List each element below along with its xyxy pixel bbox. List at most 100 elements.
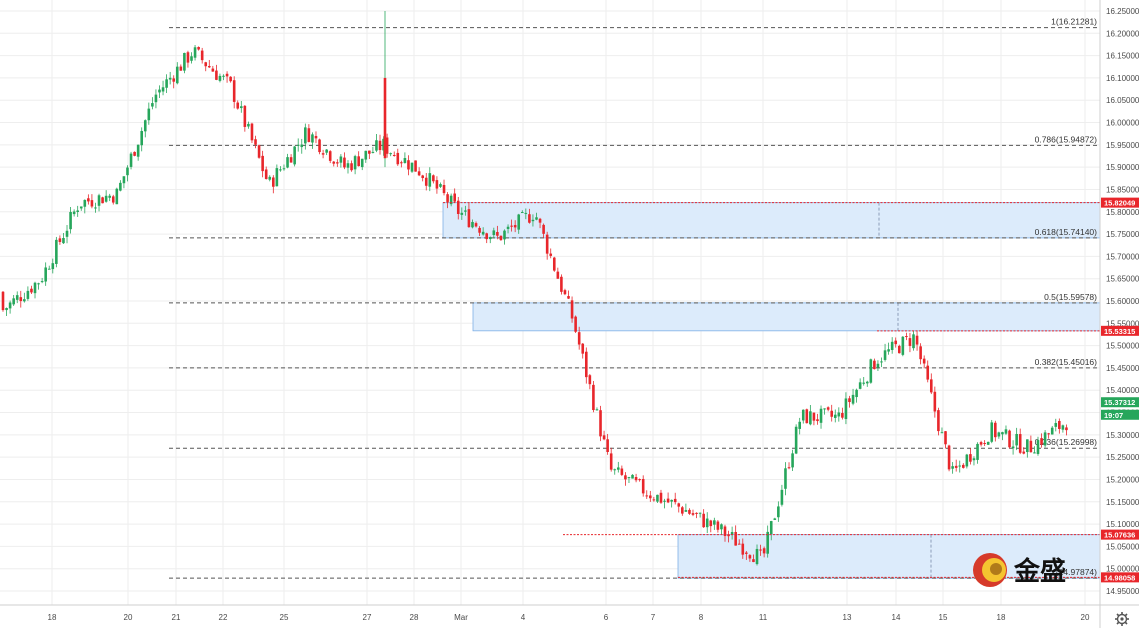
candle-body — [94, 207, 97, 209]
candle-body — [1011, 446, 1015, 449]
candle-body — [346, 163, 350, 168]
y-tick-label: 15.90000 — [1106, 163, 1139, 172]
price-tag-label: 15.37312 — [1104, 398, 1135, 407]
candle-body — [414, 160, 417, 172]
x-tick-label: 18 — [997, 613, 1006, 622]
candle-body — [1061, 425, 1065, 430]
candle-body — [122, 176, 126, 184]
candle-body — [844, 398, 848, 420]
candle-body — [777, 506, 780, 518]
candle-body — [172, 78, 176, 82]
candle-body — [428, 173, 432, 187]
fib-label: 0.618(15.74140) — [1035, 227, 1098, 237]
price-tag — [1101, 409, 1139, 420]
candle-body — [837, 412, 841, 417]
candle-body — [883, 350, 887, 360]
candle-body — [207, 65, 211, 68]
candle-body — [62, 238, 65, 244]
candle-body — [862, 382, 866, 384]
candle-body — [506, 226, 510, 229]
price-tag-label: 15.07636 — [1104, 531, 1135, 540]
y-tick-label: 16.20000 — [1106, 29, 1139, 38]
candle-body — [1029, 440, 1033, 453]
candle-body — [51, 263, 55, 270]
candle-body — [563, 290, 567, 295]
candle-body — [780, 489, 784, 505]
candle-body — [570, 300, 574, 319]
candle-body — [688, 509, 691, 514]
candle-body — [901, 336, 905, 355]
candle-body — [517, 214, 521, 230]
candle-body — [745, 552, 748, 554]
candle-body — [937, 410, 940, 432]
y-tick-label: 15.80000 — [1106, 208, 1139, 217]
candle-body — [624, 475, 627, 480]
candle-body — [905, 336, 908, 338]
candle-body — [805, 409, 809, 424]
y-tick-label: 15.00000 — [1106, 565, 1139, 574]
candle-body — [617, 467, 620, 470]
candle-body — [880, 361, 883, 363]
zone-box — [472, 302, 1101, 332]
candle-body — [684, 510, 688, 512]
candle-body — [873, 360, 876, 370]
candle-body — [147, 108, 151, 121]
candle-body — [983, 443, 986, 445]
candle-body — [727, 534, 730, 537]
candle-body — [247, 123, 250, 127]
candle-body — [994, 422, 997, 438]
price-tag — [1101, 397, 1139, 408]
candle-body — [912, 334, 915, 349]
candle-body — [304, 127, 307, 144]
candle-body — [709, 520, 713, 527]
candle-body — [979, 442, 983, 445]
candle-body — [1033, 452, 1036, 454]
candle-body — [44, 267, 47, 282]
candle-body — [584, 351, 588, 378]
candle-body — [673, 498, 677, 503]
candle-body — [197, 46, 200, 50]
x-tick-label: Mar — [454, 613, 468, 622]
candle-body — [442, 184, 446, 194]
x-tick-label: 8 — [699, 613, 704, 622]
y-tick-label: 16.05000 — [1106, 96, 1139, 105]
candle-body — [730, 532, 734, 535]
candle-body — [823, 408, 826, 410]
candle-body — [929, 379, 933, 393]
zone-box — [442, 202, 1101, 239]
y-tick-label: 16.10000 — [1106, 74, 1139, 83]
candle-body — [784, 468, 787, 489]
candle-body — [151, 103, 154, 107]
candle-body — [268, 176, 272, 180]
candle-body — [602, 435, 606, 440]
candle-body — [933, 391, 937, 412]
candle-body — [161, 87, 165, 92]
candle-body — [919, 346, 922, 360]
candle-body — [158, 89, 161, 93]
x-tick-label: 27 — [363, 613, 372, 622]
candle-body — [378, 140, 382, 151]
candle-body — [556, 271, 560, 279]
candle-body — [23, 299, 26, 302]
candle-body — [383, 77, 387, 159]
gear-icon[interactable] — [1115, 612, 1129, 626]
candle-body — [168, 77, 172, 80]
candle-body — [371, 151, 375, 153]
candle-body — [595, 409, 599, 411]
x-tick-label: 14 — [892, 613, 901, 622]
y-tick-label: 15.70000 — [1106, 252, 1139, 261]
candle-body — [962, 464, 965, 468]
candle-body — [944, 431, 947, 445]
watermark-logo: 金盛 — [973, 553, 1066, 587]
time-axis[interactable]: 18 20 21 22 25 27 28 Mar 4 6 7 8 11 13 14 15 18 20 — [48, 613, 1090, 622]
candle-body — [69, 211, 72, 230]
candle-body — [65, 230, 69, 237]
candle-body — [681, 507, 684, 514]
price-axis[interactable]: 16.25000 16.20000 16.15000 16.10000 16.05000… — [1106, 7, 1139, 596]
candle-body — [816, 419, 819, 422]
candle-body — [83, 199, 87, 207]
y-tick-label: 15.45000 — [1106, 364, 1139, 373]
candle-body — [986, 441, 990, 445]
candle-body — [140, 130, 144, 146]
